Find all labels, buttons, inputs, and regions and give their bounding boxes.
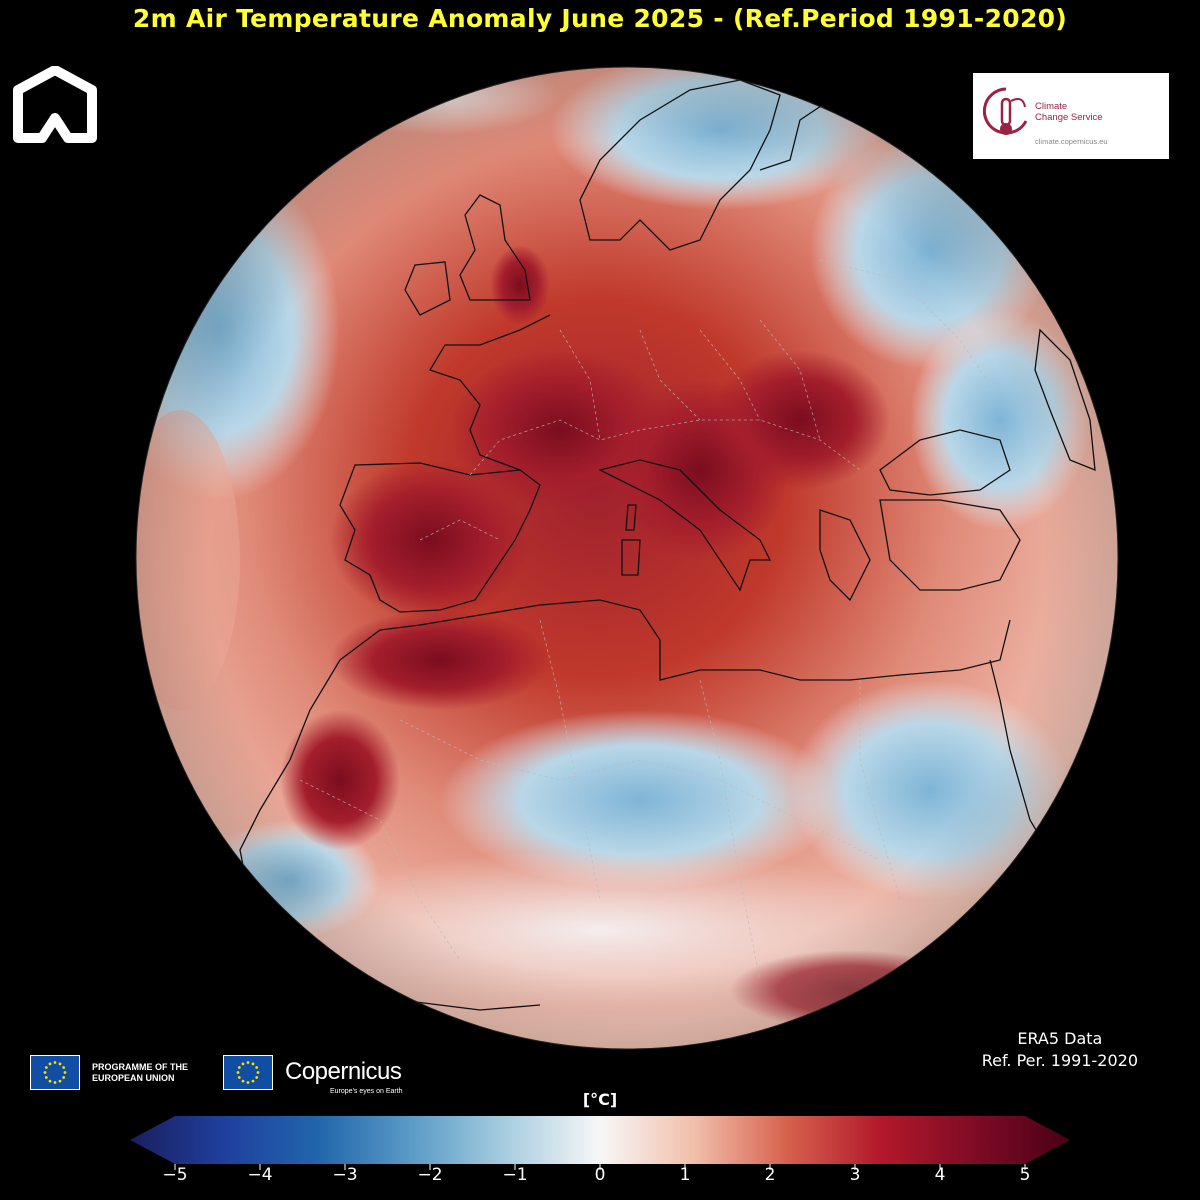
c3s-title: Climate Change Service	[1035, 101, 1155, 123]
colorbar-tick-label: 4	[934, 1165, 946, 1185]
data-source-note: ERA5 Data Ref. Per. 1991-2020	[982, 1028, 1138, 1072]
eu-programme-line1: PROGRAMME OF THE	[92, 1062, 188, 1072]
colorbar-tick-label: −4	[247, 1165, 273, 1185]
c3s-url: climate.copernicus.eu	[1035, 137, 1108, 146]
colorbar-tick-label: −3	[332, 1165, 358, 1185]
house-outline-icon	[12, 65, 98, 144]
eu-flag-icon	[223, 1055, 273, 1090]
colorbar-tick-label: −2	[417, 1165, 443, 1185]
eu-programme-text: PROGRAMME OF THE EUROPEAN UNION	[92, 1062, 188, 1084]
c3s-line2: Change Service	[1035, 112, 1103, 123]
colorbar-tick-label: 1	[679, 1165, 691, 1185]
data-source-line1: ERA5 Data	[1017, 1029, 1103, 1048]
eu-programme-line2: EUROPEAN UNION	[92, 1073, 175, 1083]
colorbar-tick-label: −1	[502, 1165, 528, 1185]
colorbar-gradient	[130, 1116, 1070, 1164]
c3s-line1: Climate	[1035, 101, 1068, 112]
colorbar-tick-label: −5	[162, 1165, 188, 1185]
map-title: 2m Air Temperature Anomaly June 2025 - (…	[132, 4, 1068, 33]
copernicus-logo-text: Copernicus	[285, 1058, 402, 1085]
colorbar-ticks	[174, 1164, 1026, 1170]
colorbar	[130, 1116, 1070, 1164]
colorbar-tick-label: 5	[1019, 1165, 1031, 1185]
thermometer-cloud-icon	[981, 85, 1031, 147]
c3s-logo: Climate Change Service climate.copernicu…	[973, 73, 1169, 159]
colorbar-unit: [°C]	[582, 1090, 618, 1109]
globe-surface	[136, 67, 1118, 1049]
colorbar-tick-label: 3	[849, 1165, 861, 1185]
copernicus-tagline: Europe's eyes on Earth	[330, 1088, 403, 1095]
colorbar-tick-label: 0	[594, 1165, 606, 1185]
colorbar-tick-label: 2	[764, 1165, 776, 1185]
data-source-line2: Ref. Per. 1991-2020	[981, 1051, 1138, 1070]
eu-flag-icon	[30, 1055, 80, 1090]
